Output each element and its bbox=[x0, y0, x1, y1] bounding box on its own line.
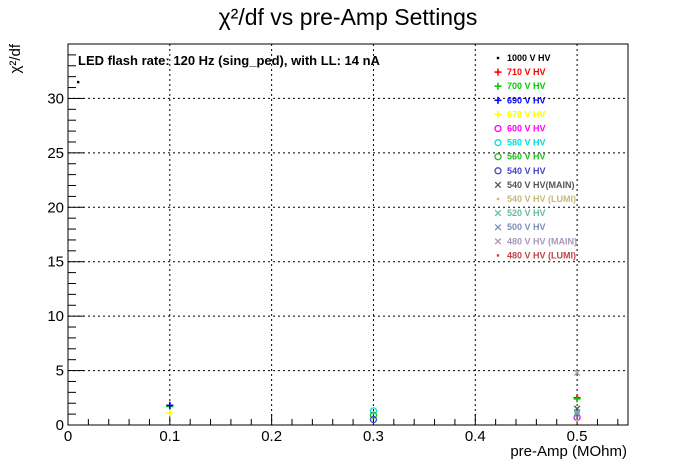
legend-label: 560 V HV bbox=[507, 152, 546, 162]
legend-marker bbox=[494, 209, 502, 217]
x-tick-label: 0.4 bbox=[465, 428, 486, 445]
data-point bbox=[573, 369, 581, 377]
legend-label: 670 V HV bbox=[507, 109, 546, 119]
legend-marker-d2 bbox=[494, 209, 502, 217]
legend-marker bbox=[494, 96, 502, 104]
legend: 1000 V HV 710 V HV 700 V HV 690 V HV 670 V H… bbox=[494, 53, 577, 260]
legend-label: 500 V HV bbox=[507, 222, 546, 232]
y-tick-label: 10 bbox=[47, 308, 64, 325]
legend-marker-dot bbox=[496, 254, 500, 257]
legend-marker bbox=[494, 167, 502, 175]
legend-label: 540 V HV bbox=[507, 166, 546, 176]
data-point bbox=[369, 415, 378, 424]
legend-label: 710 V HV bbox=[507, 67, 546, 77]
data-point bbox=[575, 419, 579, 422]
x-axis-label: pre-Amp (MOhm) bbox=[510, 443, 627, 460]
y-tick-label: 15 bbox=[47, 254, 64, 271]
data-marks bbox=[76, 80, 581, 424]
legend-label: 540 V HV (LUMI) bbox=[507, 194, 576, 204]
data-point-d2 bbox=[573, 408, 581, 416]
axis-tick-labels: 0 0.1 0.2 0.3 0.4 0.5 0 5 10 15 20 25 30 bbox=[47, 90, 587, 445]
legend-label: 1000 V HV bbox=[507, 53, 551, 63]
legend-marker bbox=[494, 82, 502, 90]
data-point bbox=[573, 410, 581, 418]
chart-title: χ²/df vs pre-Amp Settings bbox=[219, 4, 478, 30]
data-point-ring bbox=[369, 411, 378, 419]
data-point bbox=[369, 411, 378, 419]
data-point bbox=[76, 80, 80, 84]
legend-marker bbox=[496, 254, 500, 257]
legend-marker-d2 bbox=[494, 223, 502, 231]
y-tick-label: 20 bbox=[47, 199, 64, 216]
legend-label: 540 V HV(MAIN) bbox=[507, 180, 575, 190]
data-point-dot bbox=[575, 419, 579, 422]
legend-label: 480 V HV (LUMI) bbox=[507, 250, 576, 260]
chart-annotation: LED flash rate: 120 Hz (sing_ped), with … bbox=[78, 53, 381, 68]
x-tick-label: 0.3 bbox=[363, 428, 384, 445]
legend-marker bbox=[494, 223, 502, 231]
data-point-dot bbox=[76, 80, 80, 84]
legend-marker-d2 bbox=[494, 238, 502, 245]
legend-marker bbox=[494, 153, 502, 161]
legend-label: 580 V HV bbox=[507, 138, 546, 148]
x-tick-label: 0 bbox=[64, 428, 72, 445]
legend-label: 520 V HV bbox=[507, 208, 546, 218]
data-point bbox=[369, 407, 378, 415]
legend-label: 690 V HV bbox=[507, 95, 546, 105]
y-tick-label: 30 bbox=[47, 90, 64, 107]
legend-marker-d2 bbox=[494, 181, 502, 189]
x-tick-label: 0.1 bbox=[159, 428, 180, 445]
legend-marker-ring bbox=[494, 138, 502, 147]
data-point-d2 bbox=[573, 410, 581, 418]
legend-label: 700 V HV bbox=[507, 81, 546, 91]
legend-marker bbox=[496, 56, 500, 60]
legend-label: 600 V HV bbox=[507, 124, 546, 134]
data-point bbox=[573, 408, 581, 416]
data-point bbox=[166, 409, 174, 417]
data-point-d2 bbox=[573, 369, 581, 377]
data-point-ring bbox=[369, 407, 378, 415]
legend-marker-dot bbox=[496, 56, 500, 60]
grid-lines bbox=[68, 44, 628, 425]
legend-marker bbox=[494, 124, 502, 133]
legend-marker-dot bbox=[496, 197, 500, 201]
y-tick-label: 25 bbox=[47, 145, 64, 162]
y-tick-label: 5 bbox=[56, 363, 64, 380]
legend-marker bbox=[496, 197, 500, 201]
data-point bbox=[166, 401, 174, 409]
legend-marker-ring bbox=[494, 167, 502, 175]
x-tick-label: 0.2 bbox=[261, 428, 282, 445]
y-axis-label: χ²/df bbox=[7, 43, 24, 73]
legend-label: 480 V HV (MAIN) bbox=[507, 236, 577, 246]
legend-marker bbox=[494, 138, 502, 147]
legend-marker bbox=[494, 68, 502, 76]
data-point bbox=[575, 395, 579, 398]
legend-marker bbox=[494, 110, 502, 118]
y-tick-label: 0 bbox=[56, 417, 64, 434]
data-point-dot bbox=[575, 395, 579, 398]
legend-marker bbox=[494, 238, 502, 245]
data-point-ring bbox=[369, 415, 378, 424]
plot-frame bbox=[67, 43, 629, 426]
legend-marker-ring bbox=[494, 153, 502, 161]
legend-marker-ring bbox=[494, 124, 502, 133]
x-tick-label: 0.5 bbox=[567, 428, 588, 445]
legend-marker bbox=[494, 181, 502, 189]
